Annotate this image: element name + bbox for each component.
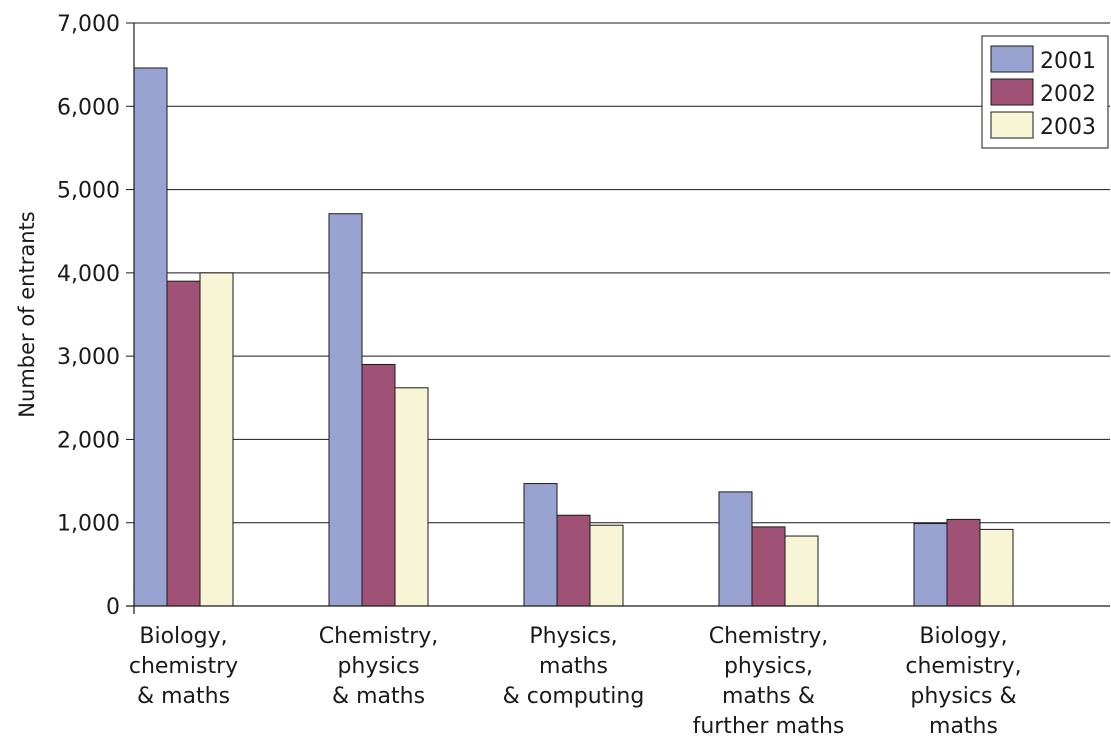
x-category-label: further maths (693, 714, 845, 739)
x-category-label: Chemistry, (709, 624, 829, 649)
x-category-label: maths & (722, 684, 815, 709)
legend-label-2001: 2001 (1040, 49, 1096, 74)
x-category-label: maths (539, 654, 608, 679)
y-tick-label: 7,000 (57, 12, 120, 37)
bar-2002-2 (556, 514, 591, 607)
x-category-label: Chemistry, (319, 624, 439, 649)
bar-2002-4 (946, 518, 981, 607)
bar-2002-3 (751, 526, 786, 607)
x-category-label: Biology, (919, 624, 1007, 649)
bar-2003-4 (979, 528, 1014, 607)
bar-2001-4 (913, 523, 948, 607)
x-category-label: Physics, (529, 624, 617, 649)
x-category-label: & maths (137, 684, 230, 709)
bar-2001-0 (133, 67, 168, 607)
x-category-label: physics, (724, 654, 813, 679)
legend-label-2002: 2002 (1040, 82, 1096, 107)
bar-2002-1 (361, 363, 396, 607)
legend-swatch-2001 (990, 45, 1034, 73)
legend-swatch-2003 (990, 111, 1034, 139)
x-category-label: & maths (332, 684, 425, 709)
bar-2002-0 (166, 280, 201, 607)
y-tick-label: 3,000 (57, 345, 120, 370)
y-tick-label: 1,000 (57, 512, 120, 537)
legend-label-2003: 2003 (1040, 115, 1096, 140)
bar-2003-1 (394, 387, 429, 607)
y-tick-label: 4,000 (57, 262, 120, 287)
bar-2003-0 (199, 272, 234, 607)
x-category-label: physics & (910, 684, 1016, 709)
bar-2001-1 (328, 213, 363, 607)
x-category-label: Biology, (139, 624, 227, 649)
bar-2003-2 (589, 524, 624, 607)
bar-2003-3 (784, 535, 819, 607)
y-axis-title: Number of entrants (15, 211, 39, 417)
bar-2001-2 (523, 483, 558, 607)
x-category-label: maths (929, 714, 998, 739)
x-category-label: chemistry (129, 654, 238, 679)
y-tick-label: 6,000 (57, 95, 120, 120)
x-category-label: physics (337, 654, 419, 679)
y-tick-label: 0 (106, 595, 120, 620)
x-category-label: & computing (503, 684, 645, 709)
y-tick-label: 2,000 (57, 428, 120, 453)
x-category-label: chemistry, (905, 654, 1021, 679)
y-tick-label: 5,000 (57, 179, 120, 204)
legend-swatch-2002 (990, 78, 1034, 106)
bar-2001-3 (718, 491, 753, 607)
